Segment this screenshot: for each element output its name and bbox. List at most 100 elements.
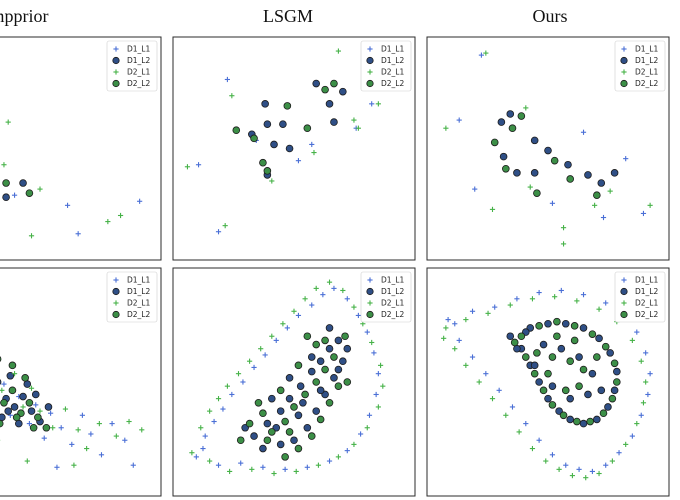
lsgm-d1-l1-point — [260, 464, 266, 470]
vampprior-d1-l2-point — [27, 407, 36, 415]
ours-d2-l2-point — [588, 330, 597, 338]
lsgm-d1-l1-point — [273, 337, 279, 343]
ours-d2-l1-point — [452, 346, 458, 352]
panel-ours-row1-legend: D1_L1 D1_L2 D2_L1 D2_L2 — [614, 40, 666, 92]
lsgm-d2-l1-point — [313, 285, 319, 291]
lsgm-d1-l2-point — [250, 432, 258, 440]
ours-d2-l1-point — [529, 445, 536, 452]
lsgm-d2-l1-point — [249, 466, 255, 472]
vampprior-d1-l1-point — [109, 421, 115, 427]
ours-d1-l1-point — [445, 317, 451, 323]
panel-vampprior-row1-points — [1, 119, 143, 239]
vampprior-d1-l1-point — [79, 412, 85, 418]
legend-label: D2_L1 — [381, 299, 404, 308]
legend-label: D2_L2 — [635, 79, 658, 88]
vampprior-d2-l1-point — [37, 186, 43, 192]
legend-item-d1-l1: D1_L1 — [113, 276, 150, 285]
ours-d1-l1-point — [549, 200, 556, 206]
vampprior-d1-l1-point — [98, 452, 105, 458]
vampprior-d2-l1-point — [139, 427, 145, 433]
ours-d2-l1-point — [523, 105, 529, 111]
legend-item-d1-l1: D1_L1 — [621, 276, 658, 285]
legend-item-d2-l2: D2_L2 — [112, 79, 150, 88]
ours-d1-l2-point — [530, 169, 539, 177]
legend-item-d2-l1: D2_L1 — [621, 299, 658, 308]
lsgm-d2-l2-point — [303, 124, 312, 132]
lsgm-d2-l2-point — [307, 432, 316, 440]
vampprior-d2-l2-point — [0, 356, 2, 363]
vampprior-d2-l2-point — [2, 179, 10, 187]
legend-label: D1_L2 — [635, 56, 658, 65]
ours-d1-l2-point — [595, 334, 603, 343]
vampprior-d1-l1-point — [64, 202, 71, 208]
lsgm-d2-l2-point — [232, 126, 241, 135]
ours-d2-l2-point — [610, 359, 619, 368]
ours-d1-l1-point — [603, 462, 609, 468]
lsgm-d1-l1-point — [215, 229, 222, 235]
lsgm-d2-l1-point — [247, 358, 253, 364]
vampprior-d1-l2-point — [2, 193, 10, 202]
legend-label: D1_L2 — [381, 56, 404, 65]
ours-d1-l2-point — [548, 382, 557, 390]
ours-d1-l1-point — [616, 450, 622, 456]
ours-d2-l1-point — [529, 296, 536, 302]
legend-label: D2_L2 — [381, 310, 404, 319]
panel-ours-row1-points — [443, 50, 653, 247]
lsgm-d2-l2-point — [281, 453, 289, 461]
legend-label: D2_L2 — [381, 79, 404, 88]
lsgm-d2-l2-point — [330, 79, 338, 88]
ours-d1-l1-point — [645, 391, 651, 398]
lsgm-d2-l2-point — [321, 365, 329, 374]
ours-d1-l2-point — [613, 367, 621, 376]
lsgm-d1-l2-point — [307, 353, 316, 361]
vampprior-d2-l1-point — [96, 421, 102, 427]
lsgm-d1-l2-point — [325, 100, 334, 108]
ours-d1-l1-point — [496, 387, 502, 393]
column-title-vampprior: Vampprior — [0, 6, 48, 26]
vampprior-d2-l1-point — [75, 427, 81, 433]
lsgm-d2-l2-point — [334, 382, 343, 390]
lsgm-d2-l1-point — [280, 321, 286, 327]
ours-d1-l2-point — [544, 146, 552, 155]
vampprior-d2-l2-point — [21, 374, 29, 382]
panel-ours-row2: D1_L1 D1_L2 D2_L1 D2_L2 — [426, 267, 670, 497]
ours-d2-l1-point — [569, 473, 576, 479]
lsgm-d2-l2-point — [276, 386, 285, 395]
lsgm-d1-l2-point — [290, 436, 298, 445]
ours-d1-l1-point — [469, 308, 476, 314]
lsgm-d1-l2-point — [285, 144, 294, 153]
ours-d1-l2-point — [584, 390, 592, 399]
ours-d1-l1-point — [647, 371, 653, 377]
legend-item-d2-l2: D2_L2 — [620, 310, 658, 319]
ours-d2-l2-point — [510, 338, 519, 347]
lsgm-d1-l1-point — [331, 285, 337, 291]
ours-d2-l1-point — [609, 458, 615, 464]
ours-d1-l1-point — [456, 337, 462, 343]
ours-d1-l2-point — [535, 378, 543, 386]
ours-d2-l2-point — [530, 369, 539, 378]
lsgm-d1-l2-point — [339, 357, 347, 366]
ours-d1-l2-point — [561, 319, 570, 328]
legend-item-d1-l2: D1_L2 — [366, 56, 404, 65]
ours-d1-l1-point — [452, 321, 458, 327]
lsgm-d1-l2-point — [263, 419, 272, 428]
lsgm-d1-l1-point — [251, 364, 257, 371]
ours-d1-l1-point — [492, 304, 498, 310]
lsgm-d2-l2-point — [259, 158, 267, 167]
lsgm-d2-l1-point — [269, 178, 275, 184]
lsgm-d1-l2-point — [296, 382, 305, 390]
ours-d1-l1-point — [558, 287, 564, 294]
lsgm-d2-l2-point — [343, 378, 352, 386]
ours-d1-l1-point — [514, 296, 520, 302]
ours-d2-l2-point — [566, 357, 574, 366]
ours-d2-l2-point — [553, 332, 561, 341]
ours-d2-l1-point — [634, 421, 640, 427]
ours-d1-l2-point — [610, 386, 619, 395]
legend-label: D1_L1 — [127, 45, 150, 54]
lsgm-d1-l2-point — [299, 398, 307, 407]
lsgm-d2-l2-point — [281, 417, 289, 426]
ours-d1-l1-point — [469, 354, 476, 360]
lsgm-d1-l1-point — [355, 312, 361, 319]
ours-d2-l1-point — [483, 50, 489, 56]
vampprior-d2-l2-point — [25, 398, 34, 407]
